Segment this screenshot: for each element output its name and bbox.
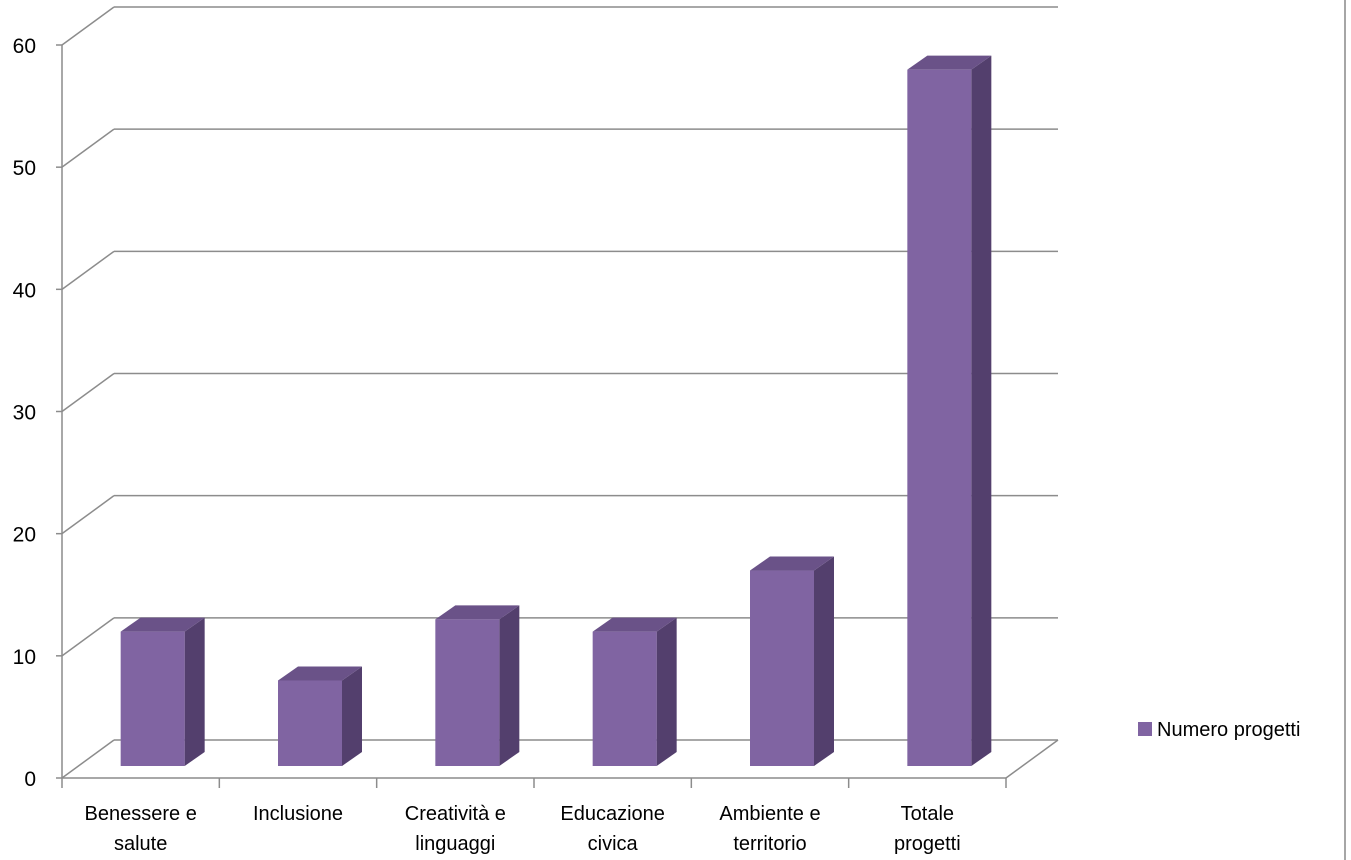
bar-front: [907, 69, 972, 766]
bar-side: [814, 556, 834, 766]
bar-side: [499, 605, 520, 766]
y-tick-label: 40: [13, 279, 36, 302]
gridline-diagonal: [61, 617, 115, 657]
bar: [592, 617, 677, 766]
legend-label: Numero progetti: [1157, 719, 1300, 741]
gridline-diagonal: [61, 250, 115, 290]
bar-side: [184, 617, 205, 766]
x-category-label: Ambiente e territorio: [719, 803, 820, 855]
gridline-diagonal: [61, 495, 115, 535]
y-tick-label: 20: [13, 524, 36, 547]
bar-side: [971, 55, 992, 766]
bar: [120, 617, 205, 766]
bar-top: [120, 617, 205, 632]
bar-top: [907, 55, 992, 70]
bar: [750, 556, 834, 766]
y-tick-label: 30: [13, 402, 36, 425]
gridline-diagonal: [61, 6, 115, 46]
x-category-label: Benessere e salute: [85, 803, 197, 855]
bar: [278, 666, 362, 766]
gridline-diagonal: [61, 739, 115, 779]
bar-side: [656, 617, 677, 766]
axes: [56, 44, 1059, 788]
x-category-label: Educazione civica: [560, 803, 665, 855]
bar: [907, 55, 992, 766]
bar-top: [435, 605, 520, 620]
gridline-diagonal: [61, 372, 115, 413]
x-category-label: Inclusione: [253, 803, 343, 825]
gridlines: [61, 6, 1058, 779]
x-category-label: Totale progetti: [894, 803, 961, 855]
bar-front: [120, 631, 185, 766]
legend: Numero progetti: [1138, 719, 1300, 741]
y-tick-label: 50: [13, 157, 36, 180]
y-tick-label: 0: [24, 768, 36, 791]
gridline-diagonal: [61, 128, 115, 168]
bar-side: [342, 666, 362, 766]
y-tick-label: 10: [13, 646, 36, 669]
bar-top: [278, 666, 362, 681]
x-category-label: Creatività e linguaggi: [405, 803, 506, 855]
y-tick-labels: 0 10 20 30 40 50 60: [13, 35, 36, 791]
bar: [435, 605, 520, 766]
y-tick-label: 60: [13, 35, 36, 58]
bar-front: [592, 631, 657, 766]
bar-top: [592, 617, 677, 632]
bars: [120, 55, 992, 766]
bar-front: [435, 619, 500, 766]
legend-swatch: [1138, 722, 1152, 736]
bar-front: [278, 680, 342, 766]
bar-top: [750, 556, 834, 571]
bar-front: [750, 570, 814, 766]
floor-edge: [1005, 739, 1059, 779]
